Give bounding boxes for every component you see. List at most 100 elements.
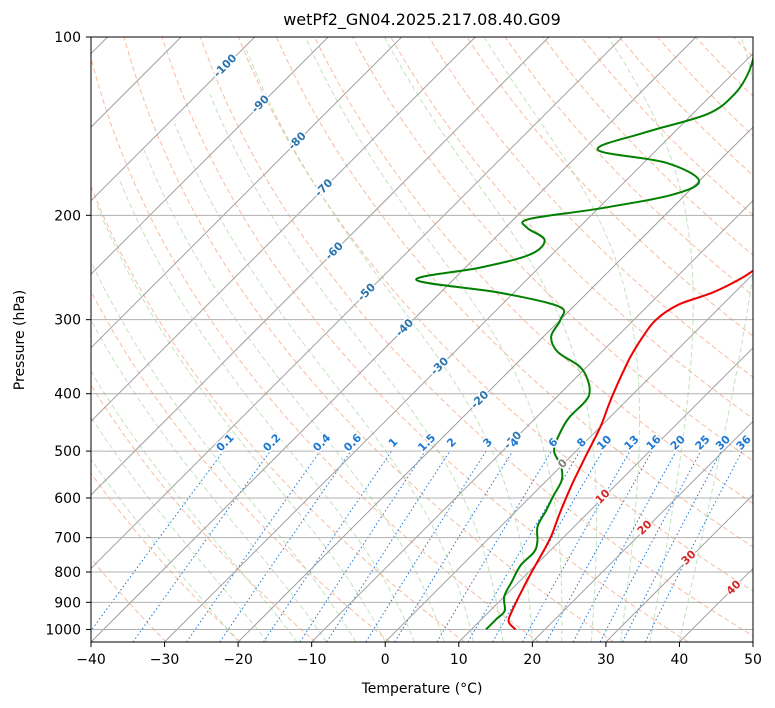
dry-adiabat	[91, 557, 167, 642]
mixing-ratio-line	[299, 450, 426, 642]
dry-adiabat	[91, 472, 242, 642]
dry-adiabat	[314, 37, 753, 505]
y-tick-label: 1000	[45, 622, 81, 638]
y-tick-label: 900	[54, 595, 81, 611]
mixing-ratio-line	[394, 450, 514, 642]
dry-adiabat	[657, 37, 753, 137]
mixing-ratio-label: 8	[574, 435, 589, 450]
x-tick-label: 10	[450, 652, 468, 668]
moist-adiabat	[119, 180, 416, 642]
isotherm-line	[237, 126, 753, 642]
x-axis: −40 −30 −20 −10 0 10 20 30 40 50	[76, 642, 762, 668]
dry-adiabat	[91, 384, 316, 642]
y-tick-label: 800	[54, 565, 81, 581]
series-lines	[415, 54, 753, 631]
moist-adiabat	[209, 94, 504, 642]
chart-title: wetPf2_GN04.2025.217.08.40.G09	[283, 10, 561, 30]
y-axis: 100 200 300 400 500 600 700 800 900 1000	[45, 30, 91, 638]
x-tick-label: 0	[381, 652, 390, 668]
dewpoint-line	[415, 54, 753, 631]
isotherm-line	[605, 494, 753, 642]
x-tick-label: 40	[671, 652, 689, 668]
x-tick-label: −30	[150, 652, 180, 668]
moist-adiabat	[384, 37, 598, 642]
isotherm-label: -90	[249, 92, 272, 115]
mixing-ratio-label: 10	[594, 433, 614, 453]
dry-adiabat	[91, 290, 391, 642]
mixing-ratio-label: 25	[693, 433, 713, 453]
mixing-ratio-line	[522, 450, 631, 642]
isotherm-line	[752, 641, 753, 642]
moist-adiabat	[607, 37, 694, 642]
dry-adiabat	[275, 37, 753, 548]
mixing-ratio-line	[326, 450, 451, 642]
mixing-ratio-line	[572, 450, 677, 642]
mixing-ratio-line	[91, 450, 224, 632]
dry-adiabat	[199, 37, 753, 637]
isotherm-line	[91, 37, 403, 349]
mixing-ratio-label: 30	[713, 433, 733, 453]
mixing-ratio-label: 1	[386, 435, 401, 450]
isotherm-label: -50	[355, 280, 378, 303]
moist-adiabat	[91, 319, 327, 642]
plot-frame	[90, 36, 754, 643]
dry-adiabat	[466, 37, 753, 337]
x-tick-label: 50	[744, 652, 762, 668]
mixing-ratio-label: 16	[644, 432, 664, 452]
isotherm-line	[679, 567, 753, 642]
mixing-ratio-line	[132, 450, 271, 642]
y-tick-label: 500	[54, 444, 81, 460]
dry-adiabat	[352, 37, 753, 462]
moist-adiabat	[483, 37, 641, 642]
mixing-ratio-line	[186, 450, 321, 642]
isotherm-label: -100	[211, 51, 240, 80]
moist-adiabat	[91, 370, 298, 642]
isotherm-line	[91, 37, 623, 570]
moist-adiabat	[304, 37, 563, 642]
mixing-ratio-line	[546, 450, 653, 642]
moist-adiabat	[678, 37, 753, 642]
x-axis-label: Temperature (°C)	[361, 681, 483, 697]
y-tick-label: 700	[54, 531, 81, 547]
moist-adiabat	[95, 201, 386, 642]
dry-adiabat	[91, 185, 465, 642]
moist-adiabat-label: 30	[679, 547, 699, 567]
dry-adiabat	[733, 37, 753, 58]
x-tick-label: −20	[223, 652, 253, 668]
mixing-ratio-line	[263, 450, 392, 642]
moist-adiabat	[174, 123, 474, 642]
isotherm-line	[531, 420, 753, 642]
isotherm-line	[384, 273, 753, 642]
y-tick-label: 300	[54, 313, 81, 329]
x-tick-label: 20	[523, 652, 541, 668]
y-tick-label: 100	[54, 30, 81, 46]
dry-adiabat	[390, 37, 753, 420]
mixing-ratio-line	[644, 450, 743, 642]
pressure-gridlines	[91, 36, 753, 630]
y-tick-label: 600	[54, 491, 81, 507]
x-tick-label: −10	[297, 652, 327, 668]
mixing-ratio-line	[365, 450, 487, 642]
moist-adiabat	[91, 458, 239, 642]
isotherm-line	[91, 37, 256, 202]
mixing-ratio-label: 3	[480, 435, 495, 450]
mixing-ratio-line	[219, 450, 352, 642]
isotherm-line	[91, 37, 550, 496]
x-tick-label: 30	[597, 652, 615, 668]
moist-adiabat	[245, 49, 533, 642]
y-tick-label: 400	[54, 387, 81, 403]
dry-adiabat	[161, 37, 689, 642]
isotherm-line	[91, 37, 329, 275]
isotherm-line	[164, 52, 753, 642]
isotherm-line	[458, 347, 753, 642]
dry-adiabat	[91, 55, 540, 642]
mixing-ratio-label: 2	[444, 435, 459, 450]
mixing-ratio-label: 20	[668, 432, 688, 452]
isotherm-line	[311, 199, 753, 642]
dry-adiabat	[237, 37, 753, 592]
dry-adiabat	[123, 37, 614, 642]
moist-adiabat-label: 0	[555, 456, 570, 471]
y-axis-label: Pressure (hPa)	[12, 290, 28, 390]
dry-adiabat	[428, 37, 753, 378]
